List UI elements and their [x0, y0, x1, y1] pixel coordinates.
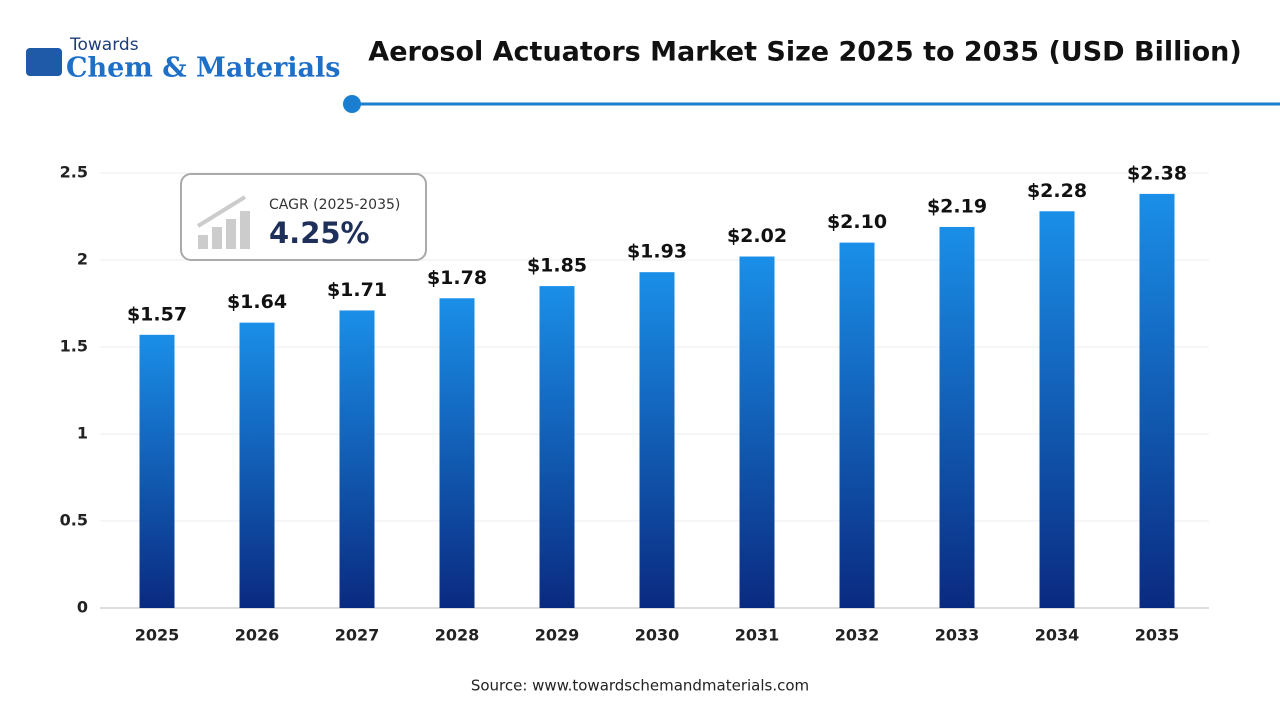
- cagr-icon: [198, 235, 208, 249]
- value-label: $1.57: [127, 303, 187, 325]
- x-tick-label: 2031: [735, 626, 780, 645]
- x-tick-label: 2027: [335, 626, 380, 645]
- bar: [939, 226, 975, 608]
- bar: [539, 286, 575, 608]
- x-tick-label: 2026: [235, 626, 280, 645]
- bar: [1139, 193, 1175, 608]
- x-tick-label: 2029: [535, 626, 580, 645]
- cagr-icon: [212, 227, 222, 249]
- cagr-icon: [226, 219, 236, 249]
- logo-bottom: Chem & Materials: [66, 53, 341, 84]
- y-tick-label: 0: [77, 598, 88, 617]
- value-label: $2.19: [927, 195, 987, 217]
- value-label: $2.38: [1127, 162, 1187, 184]
- value-label: $1.93: [627, 241, 687, 263]
- x-tick-label: 2028: [435, 626, 480, 645]
- cagr-icon: [196, 195, 247, 228]
- bar: [439, 298, 475, 608]
- title-rule-dot: [343, 95, 361, 113]
- cagr-box: CAGR (2025-2035) 4.25%: [180, 173, 427, 261]
- bar: [1039, 211, 1075, 608]
- x-tick-label: 2035: [1135, 626, 1180, 645]
- value-label: $1.71: [327, 279, 387, 301]
- cagr-label: CAGR (2025-2035): [269, 197, 400, 213]
- value-label: $2.02: [727, 225, 787, 247]
- x-tick-label: 2032: [835, 626, 880, 645]
- value-label: $1.64: [227, 291, 287, 313]
- y-tick-label: 1.5: [60, 337, 88, 356]
- x-tick-label: 2025: [135, 626, 180, 645]
- bar: [639, 272, 675, 608]
- bar: [139, 334, 175, 608]
- logo: Towards Chem & Materials: [26, 35, 341, 84]
- value-label: $2.28: [1027, 180, 1087, 202]
- value-label: $1.78: [427, 267, 487, 289]
- logo-top: Towards: [69, 35, 139, 55]
- y-tick-label: 0.5: [60, 511, 88, 530]
- y-tick-label: 1: [77, 424, 88, 443]
- bar: [339, 310, 375, 608]
- y-tick-label: 2.5: [60, 163, 88, 182]
- bar: [739, 256, 775, 608]
- x-tick-label: 2034: [1035, 626, 1080, 645]
- x-tick-label: 2030: [635, 626, 680, 645]
- cagr-value: 4.25%: [269, 216, 370, 250]
- x-tick-label: 2033: [935, 626, 980, 645]
- logo-icon: [26, 48, 62, 76]
- value-label: $1.85: [527, 255, 587, 277]
- bar: [839, 242, 875, 608]
- source: Source: www.towardschemandmaterials.com: [471, 677, 809, 695]
- bar: [239, 322, 275, 608]
- value-label: $2.10: [827, 211, 887, 233]
- plot: 0 0.5 1 1.5 2 2.5 2025 $1.57 2026 $1.64 2027 $1.71 2…: [60, 162, 1209, 645]
- y-tick-label: 2: [77, 250, 88, 269]
- cagr-icon: [240, 211, 250, 249]
- chart-title: Aerosol Actuators Market Size 2025 to 20…: [368, 37, 1241, 68]
